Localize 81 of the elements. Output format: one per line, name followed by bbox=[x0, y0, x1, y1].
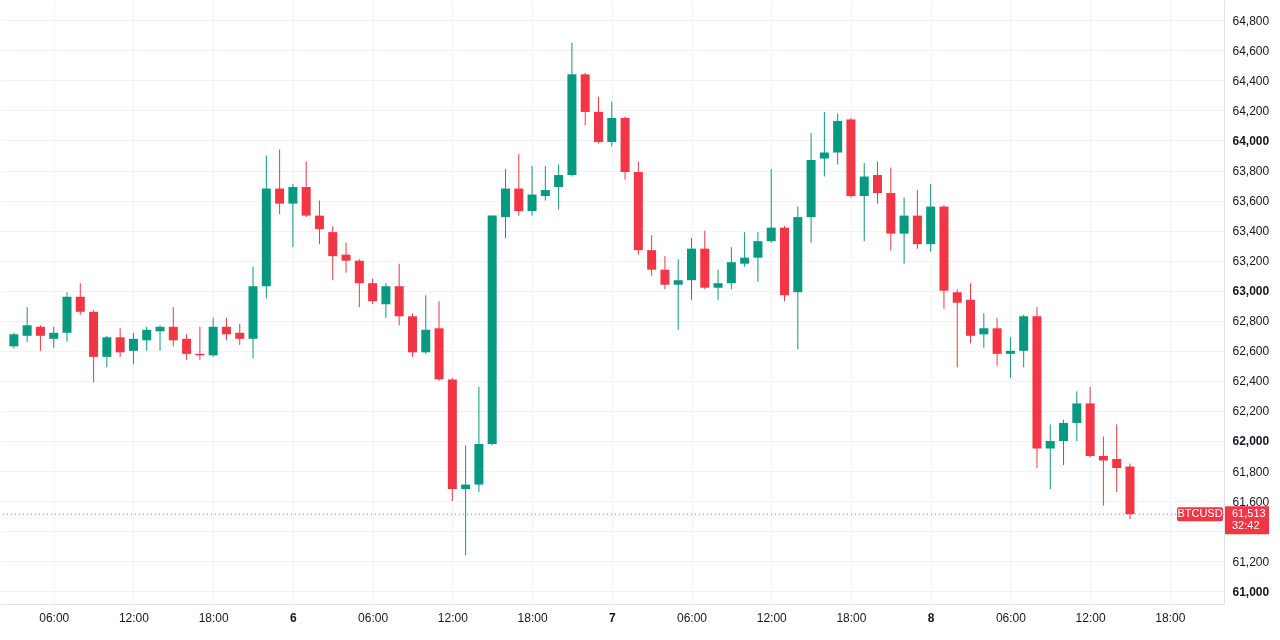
candlestick bbox=[819, 111, 829, 178]
y-tick-label: 62,800 bbox=[1232, 314, 1270, 329]
x-tick-label: 8 bbox=[927, 610, 935, 625]
candlestick bbox=[221, 317, 231, 341]
candlestick bbox=[235, 323, 245, 346]
candlestick bbox=[540, 165, 550, 202]
x-tick-label: 6 bbox=[290, 610, 298, 625]
x-tick-label: 18:00 bbox=[517, 610, 548, 625]
y-tick-label: 63,800 bbox=[1232, 164, 1270, 179]
candlestick bbox=[554, 164, 564, 211]
candlestick bbox=[354, 258, 364, 308]
y-tick-label: 63,600 bbox=[1232, 194, 1270, 209]
x-tick-label: 06:00 bbox=[39, 610, 70, 625]
candlestick bbox=[381, 282, 391, 319]
candlestick bbox=[128, 332, 138, 365]
candlestick bbox=[314, 200, 324, 245]
candlestick bbox=[288, 183, 298, 248]
candlestick bbox=[182, 333, 192, 361]
candlestick bbox=[660, 255, 670, 290]
candlestick bbox=[1005, 336, 1015, 379]
x-tick-label: 18:00 bbox=[198, 610, 229, 625]
candlestick bbox=[1059, 419, 1069, 466]
candlestick bbox=[766, 168, 776, 244]
candlestick bbox=[49, 326, 59, 349]
candlestick bbox=[115, 327, 125, 358]
y-tick-label: 64,800 bbox=[1232, 13, 1270, 28]
text: 61,513 bbox=[1232, 507, 1266, 520]
y-tick-label: 64,600 bbox=[1232, 43, 1270, 58]
candlestick bbox=[368, 278, 378, 305]
text: 32:42 bbox=[1232, 519, 1260, 532]
x-tick-label: 18:00 bbox=[836, 610, 867, 625]
y-tick-label: 62,600 bbox=[1232, 344, 1270, 359]
candlestick bbox=[35, 324, 45, 352]
y-tick-label: 61,600 bbox=[1232, 494, 1270, 509]
y-tick-label: 62,000 bbox=[1232, 434, 1270, 449]
x-tick-label: 12:00 bbox=[756, 610, 788, 625]
x-tick-label: 12:00 bbox=[118, 610, 150, 625]
candlestick bbox=[514, 153, 524, 217]
ref-line-label: BTCUSD bbox=[1177, 507, 1223, 520]
candlestick bbox=[275, 149, 285, 215]
y-tick-label: 62,400 bbox=[1232, 374, 1270, 389]
candlestick bbox=[673, 258, 683, 331]
candlestick bbox=[1112, 423, 1122, 493]
x-tick-label: 12:00 bbox=[1075, 610, 1106, 625]
candlestick bbox=[1045, 423, 1055, 490]
candlestick bbox=[1098, 435, 1108, 507]
candlestick bbox=[168, 306, 178, 347]
candlestick bbox=[952, 288, 962, 368]
candlestick bbox=[527, 165, 537, 217]
candlestick bbox=[647, 234, 657, 277]
y-tick-label: 63,200 bbox=[1232, 254, 1270, 269]
y-tick-label: 61,200 bbox=[1232, 554, 1270, 569]
candlestick bbox=[102, 335, 112, 368]
x-tick-label: 06:00 bbox=[995, 610, 1027, 625]
candlestick bbox=[726, 246, 736, 290]
x-tick-label: 06:00 bbox=[358, 610, 389, 625]
candlestick bbox=[753, 231, 763, 283]
candlestick bbox=[75, 282, 85, 316]
candlestick bbox=[859, 162, 869, 242]
y-tick-label: 64,200 bbox=[1232, 103, 1270, 118]
y-tick-label: 61,800 bbox=[1232, 464, 1270, 479]
y-tick-label: 62,200 bbox=[1232, 404, 1270, 419]
candlestick bbox=[899, 197, 909, 265]
candlestick bbox=[22, 306, 32, 343]
y-tick-label: 61,000 bbox=[1232, 584, 1270, 599]
x-tick-label: 7 bbox=[608, 610, 616, 625]
candlestick bbox=[713, 269, 723, 301]
y-tick-label: 64,000 bbox=[1232, 133, 1270, 148]
x-tick-label: 06:00 bbox=[676, 610, 708, 625]
candlestick bbox=[979, 312, 989, 349]
candlestick bbox=[341, 242, 351, 274]
y-tick-label: 64,400 bbox=[1232, 73, 1270, 88]
y-tick-label: 63,400 bbox=[1232, 224, 1270, 239]
x-tick-label: 18:00 bbox=[1155, 610, 1186, 625]
x-tick-label: 12:00 bbox=[437, 610, 469, 625]
candlestick bbox=[142, 326, 152, 352]
candlestick bbox=[1072, 390, 1082, 442]
candlestick bbox=[740, 231, 750, 268]
candlestick bbox=[873, 161, 883, 205]
candlestick bbox=[421, 294, 431, 355]
y-tick-label: 63,000 bbox=[1232, 284, 1270, 299]
